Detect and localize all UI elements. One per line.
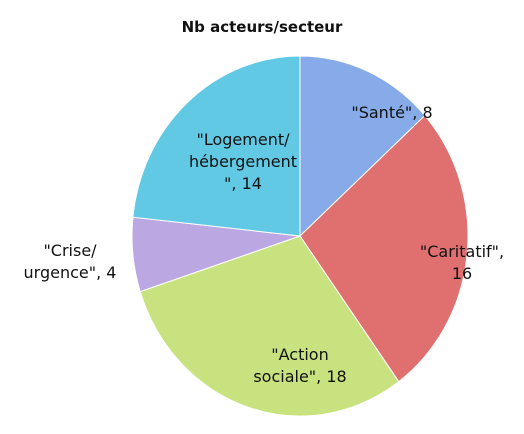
data-label: "Caritatif", 16	[419, 242, 505, 283]
data-label: "Action sociale", 18	[253, 345, 347, 386]
data-label: "Crise/ urgence", 4	[23, 241, 117, 282]
pie-slice	[139, 235, 400, 417]
data-label: "Santé", 8	[351, 103, 433, 122]
pie-slice	[132, 55, 301, 237]
chart-title: Nb acteurs/secteur	[181, 18, 343, 36]
pie-slice	[299, 114, 469, 383]
data-label: "Logement/ hébergement ", 14	[188, 130, 298, 193]
pie-slice	[299, 55, 426, 238]
